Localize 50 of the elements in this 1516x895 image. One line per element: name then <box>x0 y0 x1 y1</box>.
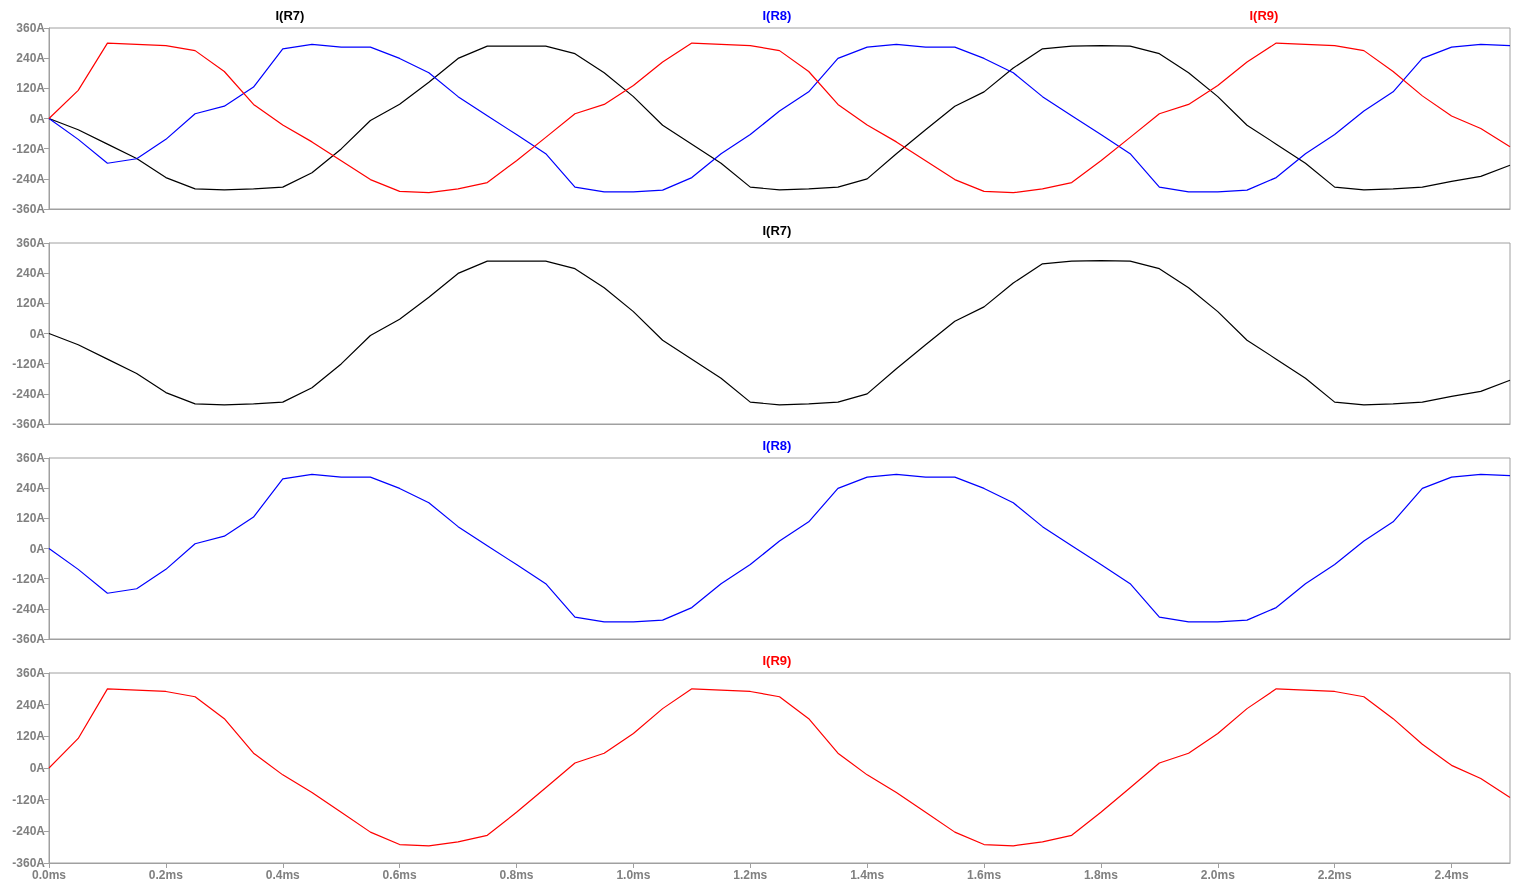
x-tick-label: 2.2ms <box>1317 868 1353 882</box>
text: I(R7) <box>762 222 792 238</box>
y-tick-label: -120A <box>12 571 46 586</box>
text: I(R8) <box>762 437 792 453</box>
y-tick-label: 360A <box>16 236 46 250</box>
y-tick-label: 240A <box>16 697 46 712</box>
line-series <box>48 260 1511 406</box>
x-tick-label: 0.0ms <box>31 868 67 882</box>
y-tick-label: -360A <box>12 632 46 646</box>
x-tick-label: 0.4ms <box>265 868 301 882</box>
x-tick-label: 1.4ms <box>850 868 885 882</box>
x-tick-label: 1.6ms <box>967 868 1002 882</box>
y-tick-label: -240A <box>12 601 46 616</box>
y-tick-label: 120A <box>16 511 46 526</box>
y-tick-label: -240A <box>12 386 46 401</box>
y-tick-label: 120A <box>16 81 46 96</box>
y-tick-label: 360A <box>16 451 46 465</box>
x-tick-label: 2.4ms <box>1434 868 1469 882</box>
y-tick-label: 0A <box>29 326 46 341</box>
y-tick-label: 360A <box>16 21 46 35</box>
y-tick-label: -360A <box>12 417 46 431</box>
y-tick-label: 240A <box>16 266 46 281</box>
y-tick-label: 120A <box>16 729 46 744</box>
series-label: I(R9) <box>762 652 792 668</box>
x-tick-label: 1.2ms <box>733 868 768 882</box>
y-tick-label: 0A <box>29 541 46 556</box>
y-tick-label: 360A <box>16 666 46 680</box>
x-tick-label: 2.0ms <box>1200 868 1236 882</box>
x-tick-label: 1.8ms <box>1083 868 1119 882</box>
y-tick-label: 0A <box>29 761 46 775</box>
y-tick-label: -360A <box>12 202 46 216</box>
y-tick-label: 240A <box>16 481 46 496</box>
y-tick-label: -360A <box>12 856 46 870</box>
y-tick-label: 240A <box>16 51 46 66</box>
series-label: I(R9) <box>1249 7 1279 23</box>
text: I(R8) <box>762 7 792 23</box>
y-tick-label: -240A <box>12 171 46 186</box>
text: I(R7) <box>275 7 305 23</box>
x-tick-label: 1.0ms <box>616 868 651 882</box>
line-series <box>48 688 1511 847</box>
x-tick-label: 0.8ms <box>499 868 534 882</box>
y-tick-label: 120A <box>16 296 46 311</box>
y-tick-label: -120A <box>12 356 46 371</box>
x-tick-label: 0.2ms <box>148 868 184 882</box>
y-tick-label: 0A <box>29 111 46 126</box>
y-tick-label: -120A <box>12 792 46 807</box>
line-series <box>48 473 1511 623</box>
y-tick-label: -240A <box>12 824 46 839</box>
x-tick-label: 0.6ms <box>382 868 417 882</box>
y-tick-label: -120A <box>12 141 46 156</box>
